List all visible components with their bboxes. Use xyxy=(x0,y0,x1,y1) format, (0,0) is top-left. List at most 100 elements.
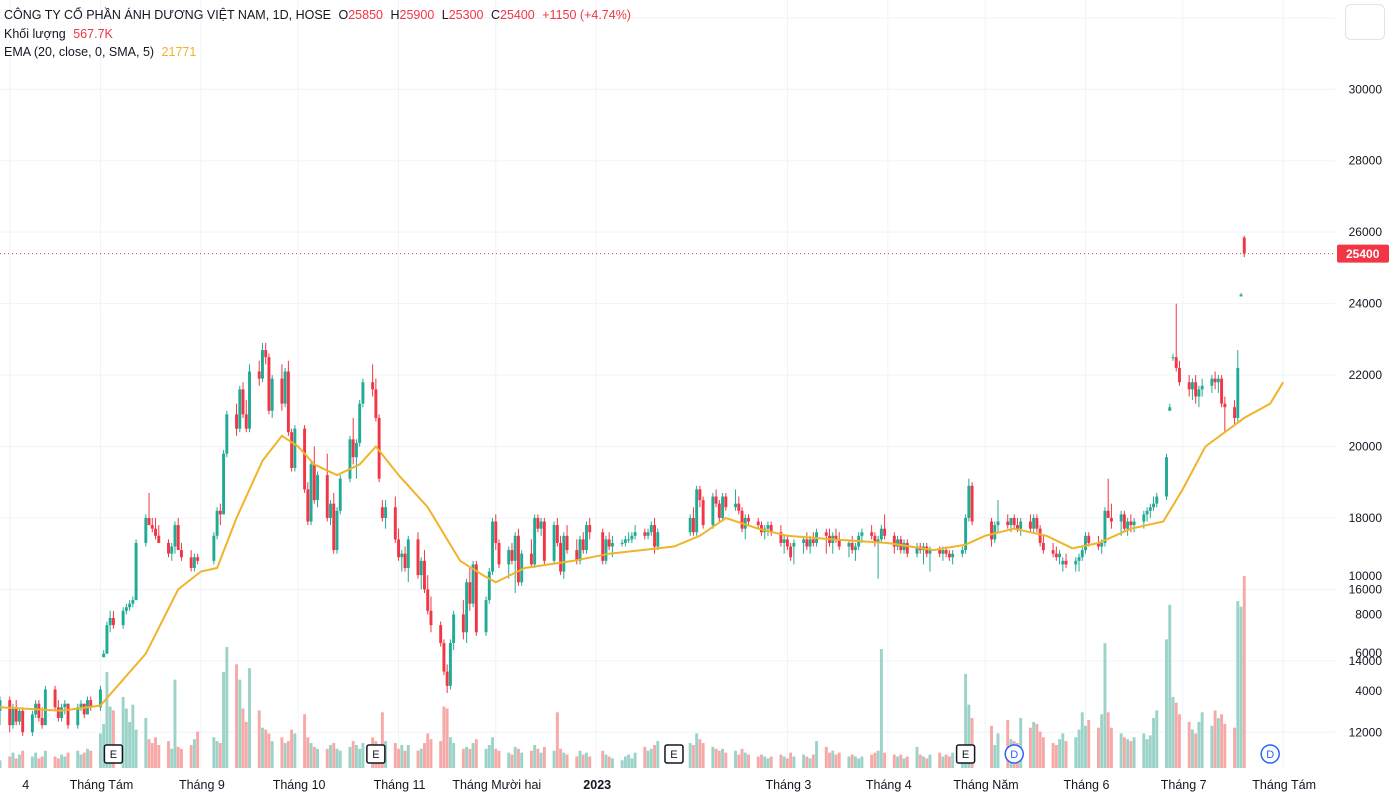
candle-body xyxy=(928,550,932,554)
volume-bar xyxy=(1190,729,1194,768)
volume-bar xyxy=(627,754,631,768)
price-tick-label: 12000 xyxy=(1349,725,1383,739)
candle-body xyxy=(1054,553,1058,558)
candle-body xyxy=(1152,503,1156,508)
volume-bar xyxy=(938,752,942,768)
candle-body xyxy=(264,350,268,358)
settings-button[interactable] xyxy=(1345,4,1385,40)
volume-bar xyxy=(30,756,34,768)
symbol-title[interactable]: CÔNG TY CỔ PHẦN ÁNH DƯƠNG VIỆT NAM, 1D, … xyxy=(4,8,332,22)
volume-bar xyxy=(270,741,274,768)
time-tick-label: Tháng 10 xyxy=(273,778,326,792)
volume-bar xyxy=(1064,741,1068,768)
earnings-marker-box xyxy=(664,744,684,764)
volume-bar xyxy=(86,748,89,768)
volume-bar xyxy=(721,748,725,768)
time-tick-label: Tháng 7 xyxy=(1161,778,1207,792)
legend-ema-row[interactable]: EMA (20, close, 0, SMA, 5) 21771 xyxy=(4,43,635,62)
volume-bar xyxy=(491,737,494,768)
candle-body xyxy=(805,539,809,547)
volume-bar xyxy=(769,756,773,768)
volume-bar xyxy=(121,696,125,768)
volume-bar xyxy=(1028,727,1032,768)
candle-body xyxy=(147,517,151,526)
volume-bar xyxy=(167,741,170,768)
earnings-marker[interactable]: E xyxy=(103,744,124,764)
volume-bar xyxy=(179,748,183,768)
candle-body xyxy=(1084,535,1087,551)
volume-bar xyxy=(452,743,456,768)
time-axis[interactable]: 4 Tháng Tám Tháng 9 Tháng 10 Tháng 11 Tháng M… xyxy=(22,778,1316,792)
volume-bar xyxy=(808,758,812,768)
candle-body xyxy=(124,607,128,611)
candle-body xyxy=(529,553,533,565)
candle-body xyxy=(1242,237,1246,254)
candle-body xyxy=(610,542,614,547)
candle-body xyxy=(377,417,381,479)
candle-body xyxy=(542,521,546,561)
dividend-marker[interactable]: D xyxy=(1004,744,1024,764)
candle-body xyxy=(89,700,93,708)
volume-bar xyxy=(426,733,430,768)
candle-body xyxy=(1236,367,1240,418)
volume-bar xyxy=(306,737,310,768)
volume-bar xyxy=(1080,712,1084,768)
volume-bar xyxy=(539,752,543,768)
earnings-marker[interactable]: E xyxy=(366,744,386,764)
last-price-label: 25400 xyxy=(1337,244,1389,263)
time-tick-label: 4 xyxy=(22,778,29,792)
dividend-marker-circle xyxy=(1260,744,1280,764)
dividend-marker-circle xyxy=(1004,744,1024,764)
candle-body xyxy=(1058,553,1062,558)
volume-bar xyxy=(922,756,925,768)
candle-body xyxy=(834,535,838,540)
candle-body xyxy=(43,689,47,726)
volume-bar xyxy=(542,746,546,768)
volume-bar xyxy=(419,748,423,768)
candle-body xyxy=(150,525,154,529)
volume-bar xyxy=(516,748,520,768)
volume-tick-label: 6000 xyxy=(1355,646,1382,660)
candle-body xyxy=(1239,294,1243,297)
volume-bar xyxy=(11,752,15,768)
volume-bar xyxy=(559,748,563,768)
time-tick-label: Tháng 4 xyxy=(866,778,912,792)
candle-body xyxy=(76,707,80,726)
volume-bar xyxy=(1242,576,1246,768)
volume-bar xyxy=(1213,710,1217,768)
volume-bar xyxy=(643,746,647,768)
candle-body xyxy=(1220,378,1224,404)
candle-body xyxy=(37,703,41,718)
volume-bar xyxy=(578,750,582,768)
legend-volume-row[interactable]: Khối lượng 567.7K xyxy=(4,25,635,44)
candle-body xyxy=(192,557,196,568)
candle-body xyxy=(1122,514,1126,529)
volume-bar xyxy=(899,754,903,768)
volume-bar xyxy=(105,672,109,768)
price-tick-label: 14000 xyxy=(1349,654,1383,668)
volume-bar xyxy=(688,743,692,768)
candle-body xyxy=(196,557,200,561)
dividend-marker[interactable]: D xyxy=(1260,744,1280,764)
candle-body xyxy=(565,535,569,551)
volume-bar xyxy=(316,748,320,768)
earnings-marker[interactable]: E xyxy=(664,744,684,764)
candle-body xyxy=(1142,514,1146,522)
volume-bar xyxy=(465,746,469,768)
volume-bar xyxy=(951,752,955,768)
volume-bar xyxy=(555,712,559,768)
candle-body xyxy=(60,707,64,718)
volume-bar xyxy=(332,743,336,768)
earnings-marker[interactable]: E xyxy=(955,744,976,764)
volume-bars xyxy=(0,576,1246,768)
volume-bar xyxy=(484,748,488,768)
volume-bar xyxy=(581,754,585,768)
volume-bar xyxy=(734,750,738,768)
volume-bar xyxy=(646,750,650,768)
price-axis[interactable]: 12000 14000 16000 18000 20000 22000 24000 26000… xyxy=(1349,11,1383,739)
candle-body xyxy=(516,535,520,583)
volume-bar xyxy=(876,750,880,768)
volume-bar xyxy=(37,758,41,768)
